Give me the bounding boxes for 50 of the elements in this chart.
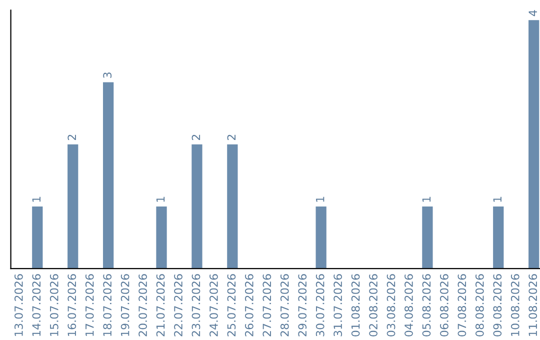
x-tick-label: 15.07.2026	[50, 274, 58, 336]
x-tick-label: 03.08.2026	[386, 274, 396, 336]
x-tick-label: 21.07.2026	[156, 274, 165, 336]
data-label: 1	[493, 196, 502, 202]
bar	[32, 206, 43, 269]
x-tick-label: 28.07.2026	[280, 274, 289, 336]
x-tick-label: 08.08.2026	[475, 274, 484, 336]
bar	[102, 82, 114, 269]
data-label: 2	[68, 134, 76, 140]
data-label: 2	[192, 134, 200, 140]
x-tick-label: 13.07.2026	[14, 274, 23, 336]
bar	[156, 206, 167, 269]
x-tick-label: 16.07.2026	[68, 274, 76, 336]
bar	[528, 20, 540, 269]
x-tick-label: 29.07.2026	[298, 274, 307, 336]
x-tick-label: 06.08.2026	[440, 274, 448, 336]
x-tick-label: 31.07.2026	[334, 274, 342, 336]
x-tick-label: 09.08.2026	[493, 274, 502, 336]
bar	[316, 206, 326, 269]
x-tick-label: 05.08.2026	[422, 274, 431, 336]
x-tick-label: 17.07.2026	[85, 274, 94, 336]
x-tick-label: 27.07.2026	[262, 274, 272, 336]
data-label: 2	[227, 134, 236, 140]
x-tick-label: 01.08.2026	[351, 274, 360, 336]
x-tick-label: 20.07.2026	[138, 274, 147, 336]
x-tick-label: 10.08.2026	[510, 274, 520, 336]
x-tick-label: 18.07.2026	[103, 274, 112, 336]
x-tick-label: 22.07.2026	[174, 274, 182, 336]
x-tick-label: 14.07.2026	[32, 274, 41, 336]
x-tick-label: 24.07.2026	[210, 274, 218, 336]
bar	[68, 144, 78, 269]
bar	[192, 144, 202, 269]
x-tick-label: 30.07.2026	[316, 274, 324, 336]
x-tick-label: 23.07.2026	[192, 274, 200, 336]
bar	[227, 144, 238, 269]
data-label: 4	[528, 10, 537, 16]
x-tick-label: 19.07.2026	[120, 274, 130, 336]
x-tick-label: 26.07.2026	[244, 274, 254, 336]
x-tick-label: 25.07.2026	[227, 274, 236, 336]
data-label: 1	[422, 196, 431, 202]
x-tick-label: 02.08.2026	[369, 274, 378, 336]
bar	[493, 206, 504, 269]
data-label: 1	[156, 196, 165, 202]
data-label: 1	[32, 196, 40, 202]
bar	[422, 206, 433, 269]
data-label: 3	[103, 72, 112, 78]
data-label: 1	[316, 196, 324, 202]
x-tick-label: 07.08.2026	[458, 274, 466, 336]
x-tick-label: 04.08.2026	[404, 274, 413, 336]
x-tick-label: 11.08.2026	[528, 274, 538, 336]
